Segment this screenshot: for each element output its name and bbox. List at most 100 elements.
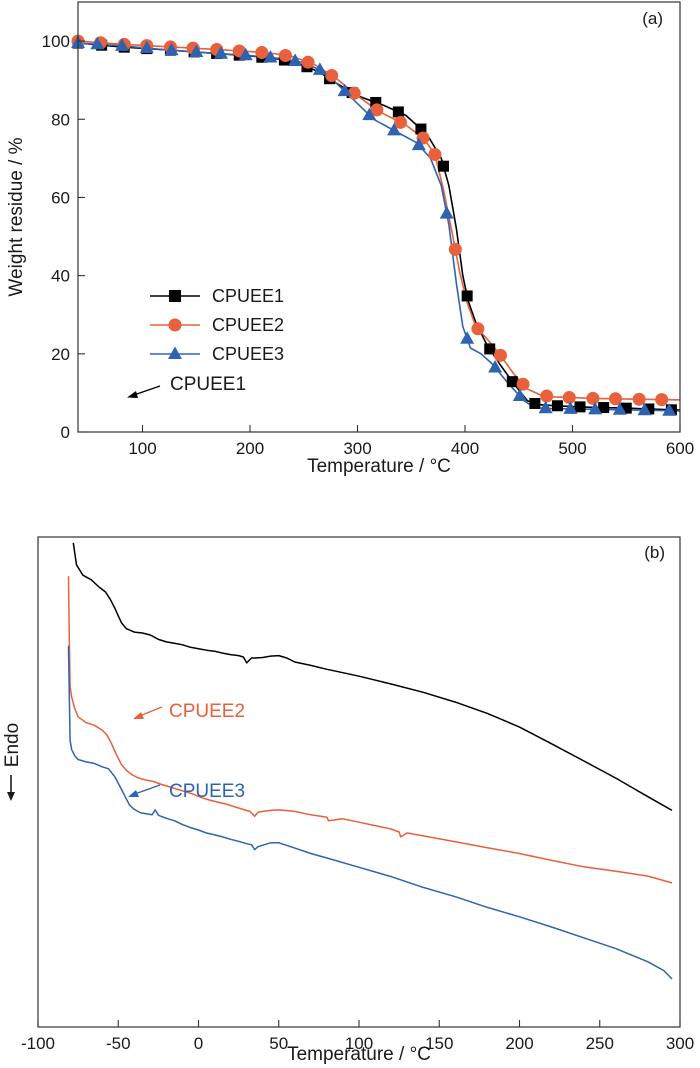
x-tick-label: 500: [558, 439, 586, 458]
data-point-triangle: [164, 42, 179, 56]
panel-b-plot-frame: [37, 536, 681, 1028]
dsc-curve-cpuee1: [72, 542, 673, 812]
data-point-square: [415, 123, 427, 135]
series-line-cpuee2: [77, 40, 681, 401]
data-point-triangle: [411, 137, 426, 151]
data-point-square: [551, 400, 563, 412]
data-point-square: [392, 106, 404, 118]
panel-a-label: (a): [642, 9, 663, 28]
data-point-square: [574, 401, 586, 413]
x-tick-label: 100: [345, 1034, 373, 1053]
data-point-circle: [655, 393, 669, 407]
data-point-triangle: [362, 107, 377, 121]
legend-label: CPUEE3: [212, 344, 284, 364]
x-tick-label: 300: [343, 439, 371, 458]
annotation-label: CPUEE1: [170, 374, 246, 395]
data-point-circle: [493, 348, 507, 362]
data-point-square: [506, 376, 518, 388]
data-point-circle: [278, 48, 292, 62]
data-point-triangle: [90, 36, 105, 50]
annotation-arrowhead: [133, 712, 144, 719]
y-tick-label: 60: [51, 188, 70, 207]
panel-a-plot-frame: [77, 1, 681, 433]
data-point-triangle: [612, 402, 627, 415]
x-tick-label: 50: [269, 1034, 288, 1053]
data-point-circle: [609, 392, 622, 406]
data-point-square: [529, 397, 541, 409]
data-point-square: [438, 160, 449, 172]
data-point-square: [643, 403, 655, 415]
annotation-cpuee3: CPUEE3: [128, 781, 245, 802]
data-point-triangle: [439, 206, 454, 219]
data-point-circle: [562, 390, 576, 404]
legend-label: CPUEE2: [212, 315, 284, 335]
y-tick-label: 40: [51, 267, 70, 286]
annotation-label: CPUEE3: [169, 781, 245, 802]
x-tick-label: -50: [106, 1034, 131, 1053]
x-tick-label: 250: [586, 1034, 614, 1053]
y-tick-label: 100: [42, 32, 70, 51]
data-point-triangle: [488, 360, 503, 373]
panel-a-x-axis-label: Temperature / °C: [307, 456, 451, 477]
annotation-arrowhead: [128, 790, 139, 797]
data-point-triangle: [238, 47, 253, 61]
dsc-curve-cpuee2: [67, 576, 673, 884]
panel-b-y-axis-label: Endo: [2, 723, 23, 767]
data-point-square: [461, 290, 473, 302]
data-point-triangle: [460, 331, 475, 344]
data-point-circle: [632, 392, 646, 406]
endo-down-arrow-icon: [7, 775, 15, 801]
data-point-square: [484, 343, 496, 355]
data-point-triangle: [263, 50, 278, 63]
panel-a-y-axis-label: Weight residue / %: [6, 137, 27, 296]
x-tick-label: 200: [236, 439, 264, 458]
annotation-cpuee1: CPUEE1: [127, 374, 246, 398]
data-point-triangle: [337, 83, 352, 97]
legend-item-cpuee2: CPUEE2: [150, 315, 284, 335]
legend-marker-triangle: [168, 346, 182, 359]
panel-a-ticks: 100 200 300 400 500 600 0 20 40 60 80 100: [42, 32, 695, 458]
y-tick-label: 20: [51, 345, 70, 364]
panel-b-label: (b): [644, 543, 665, 562]
data-point-circle: [394, 115, 407, 129]
data-point-circle: [325, 68, 339, 82]
panel-b-dsc: -100 -50 0 50 100 150 200 250 300 (b) Temperatur…: [2, 374, 694, 1065]
dsc-curve-cpuee3: [67, 645, 673, 980]
data-point-circle: [448, 242, 462, 256]
data-point-triangle: [512, 388, 527, 402]
x-tick-label: 400: [451, 439, 479, 458]
data-point-triangle: [637, 402, 652, 416]
data-point-circle: [586, 391, 600, 405]
data-point-triangle: [563, 401, 578, 414]
data-point-circle: [428, 147, 442, 161]
data-point-triangle: [538, 400, 553, 414]
x-tick-label: 150: [425, 1034, 453, 1053]
data-point-circle: [516, 377, 530, 391]
x-tick-label: 200: [505, 1034, 533, 1053]
panel-b-series-lines: [67, 542, 673, 980]
legend-item-cpuee1: CPUEE1: [150, 286, 284, 306]
y-tick-label: 0: [61, 423, 70, 442]
data-point-circle: [301, 55, 315, 69]
annotation-label: CPUEE2: [169, 701, 245, 722]
data-point-triangle: [387, 122, 402, 136]
data-point-square: [370, 96, 382, 108]
x-tick-label: -100: [21, 1034, 55, 1053]
data-point-triangle: [213, 46, 228, 59]
annotation-arrowhead: [127, 391, 138, 398]
data-point-circle: [347, 86, 361, 100]
legend-marker-circle: [168, 318, 182, 332]
data-point-circle: [540, 389, 554, 403]
panel-a-legend: CPUEE1 CPUEE2 CPUEE3: [150, 286, 284, 364]
x-tick-label: 0: [194, 1034, 203, 1053]
data-point-triangle: [312, 62, 327, 75]
data-point-triangle: [139, 40, 154, 54]
panel-a-series-markers: [71, 34, 677, 416]
legend-label: CPUEE1: [212, 286, 284, 306]
data-point-triangle: [288, 53, 303, 67]
y-tick-label: 80: [51, 110, 70, 129]
data-point-square: [598, 402, 610, 414]
data-point-circle: [370, 103, 384, 117]
data-point-triangle: [115, 38, 130, 51]
